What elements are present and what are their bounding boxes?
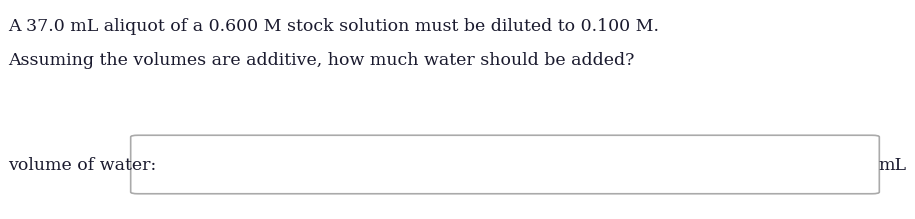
FancyBboxPatch shape <box>131 135 879 194</box>
Text: A 37.0 mL aliquot of a 0.600 M stock solution must be diluted to 0.100 M.: A 37.0 mL aliquot of a 0.600 M stock sol… <box>8 18 659 35</box>
Text: Assuming the volumes are additive, how much water should be added?: Assuming the volumes are additive, how m… <box>8 52 634 69</box>
Text: mL: mL <box>878 157 906 173</box>
Text: volume of water:: volume of water: <box>8 157 156 173</box>
